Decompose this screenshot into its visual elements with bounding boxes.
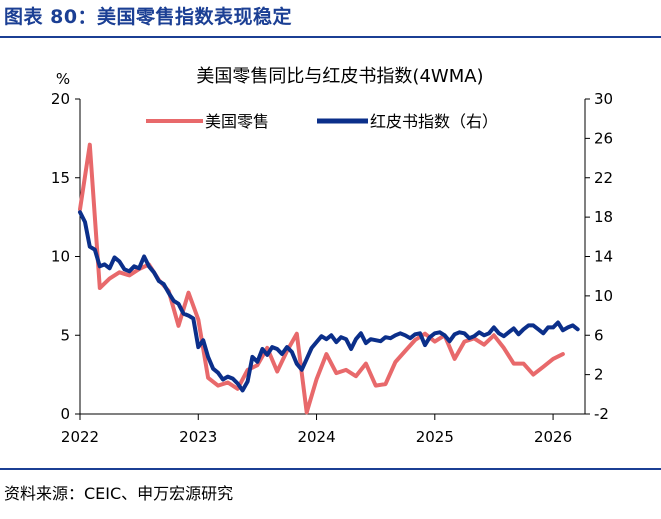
title-rule <box>0 36 661 38</box>
source-note: 资料来源：CEIC、申万宏源研究 <box>4 484 234 503</box>
left-tick-label: 15 <box>51 169 70 187</box>
left-tick-label: 5 <box>60 326 70 344</box>
x-tick-label: 2025 <box>416 428 454 446</box>
right-tick-label: -2 <box>594 405 609 423</box>
right-tick-label: 14 <box>594 248 613 266</box>
legend-label-redbook: 红皮书指数（右） <box>370 112 498 131</box>
x-tick-label: 2023 <box>179 428 217 446</box>
chart-area: 美国零售同比与红皮书指数(4WMA) % 美国零售 红皮书指数（右） 0 5 10 1… <box>51 66 613 446</box>
legend: 美国零售 红皮书指数（右） <box>146 112 498 131</box>
retail-line <box>78 142 565 415</box>
x-tick-label: 2024 <box>297 428 335 446</box>
x-tick-label: 2022 <box>61 428 99 446</box>
y-unit-label: % <box>56 70 70 88</box>
right-tick-label: 18 <box>594 208 613 226</box>
x-tick-label: 2026 <box>534 428 572 446</box>
chart-title: 美国零售同比与红皮书指数(4WMA) <box>196 66 483 87</box>
redbook-line <box>78 210 580 393</box>
figure-title: 图表 80：美国零售指数表现稳定 <box>4 6 293 28</box>
right-tick-label: 6 <box>594 326 604 344</box>
left-tick-label: 0 <box>60 405 70 423</box>
series-layer <box>78 142 580 415</box>
right-tick-label: 2 <box>594 366 604 384</box>
left-tick-label: 10 <box>51 248 70 266</box>
right-tick-label: 22 <box>594 169 613 187</box>
left-tick-label: 20 <box>51 90 70 108</box>
legend-label-retail: 美国零售 <box>205 112 269 131</box>
right-tick-label: 30 <box>594 90 613 108</box>
right-tick-label: 10 <box>594 287 613 305</box>
footer-rule <box>0 468 661 470</box>
right-tick-label: 26 <box>594 129 613 147</box>
